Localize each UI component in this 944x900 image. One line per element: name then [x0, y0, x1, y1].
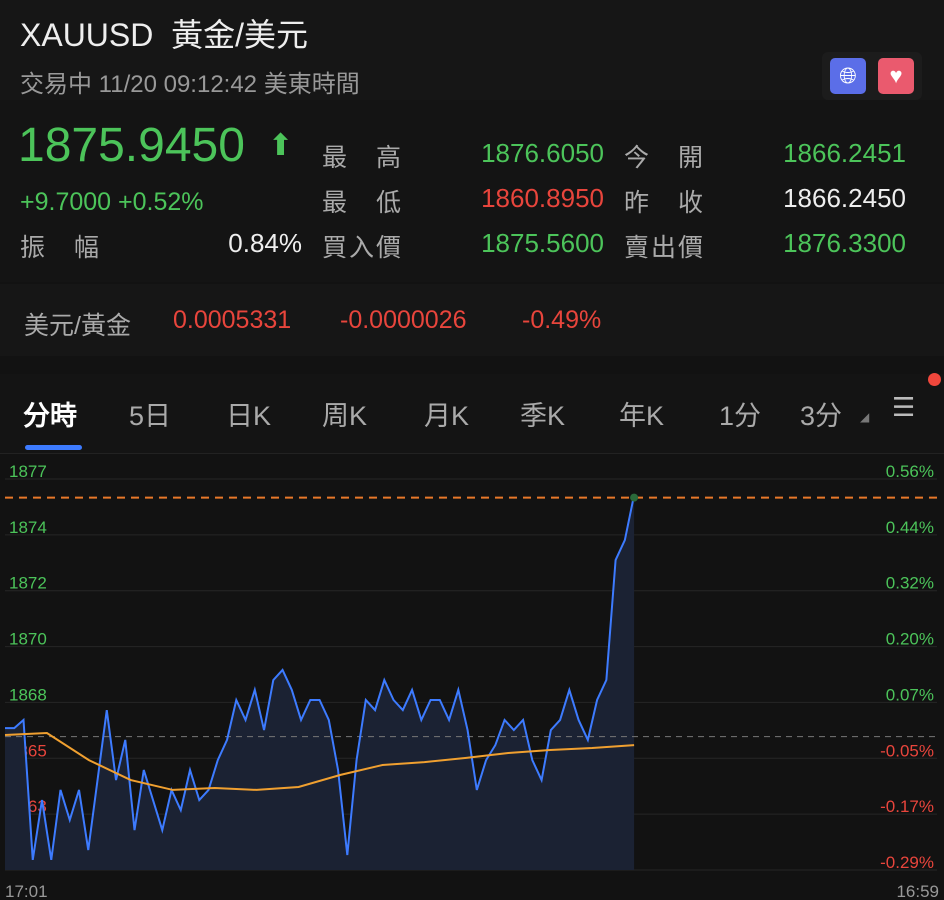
- last-price: 1875.9450: [18, 119, 245, 172]
- y-tick-label: 1870: [9, 630, 47, 649]
- open-value: 1866.2451: [783, 138, 906, 168]
- y-tick-label: 1872: [9, 574, 47, 593]
- tab-monthly[interactable]: 月K: [424, 401, 470, 431]
- heart-icon[interactable]: ♥: [878, 58, 914, 94]
- change-pct: +0.52%: [118, 188, 204, 216]
- intraday-chart: 1877 0.56% 1874 0.44% 1872 0.32% 1870 0.20% 1868…: [4, 462, 939, 900]
- x-tick-label: 16:59: [896, 882, 939, 900]
- high-value: 1876.6050: [481, 138, 604, 168]
- inverse-price: 0.0005331: [173, 306, 292, 334]
- header-actions: 🌐︎ ♥: [822, 52, 922, 100]
- price-area: [5, 495, 635, 870]
- high-label: 最 高: [322, 144, 404, 172]
- amplitude-value: 0.84%: [228, 228, 302, 258]
- pct-tick-label: 0.32%: [886, 574, 934, 593]
- globe-icon[interactable]: 🌐︎: [830, 58, 866, 94]
- tab-quarterly[interactable]: 季K: [520, 401, 566, 431]
- average-line: [4, 732, 635, 791]
- bid-value: 1875.5600: [481, 228, 604, 258]
- tab-daily[interactable]: 日K: [226, 401, 272, 431]
- price-change: +9.7000 +0.52%: [20, 188, 204, 217]
- ask-value: 1876.3300: [783, 228, 906, 258]
- inverse-change-pct: -0.49%: [522, 306, 602, 334]
- tab-yearly[interactable]: 年K: [619, 401, 665, 431]
- pct-tick-label: -0.17%: [880, 797, 934, 816]
- y-tick-label: 1868: [9, 685, 47, 704]
- prev-close-value: 1866.2450: [783, 183, 906, 213]
- active-tab-indicator: [25, 445, 82, 450]
- pct-tick-label: 0.56%: [886, 462, 934, 481]
- last-point-marker: [630, 493, 639, 502]
- x-tick-label: 17:01: [5, 882, 48, 900]
- pct-tick-label: -0.29%: [880, 853, 934, 872]
- low-label: 最 低: [322, 189, 404, 217]
- bid-label: 買入價: [322, 234, 404, 262]
- tab-weekly[interactable]: 周K: [322, 401, 368, 431]
- prev-close-label: 昨 收: [624, 189, 706, 217]
- instrument-name: 黃金/美元: [171, 17, 309, 53]
- amplitude-label: 振 幅: [20, 234, 102, 262]
- price-line: [5, 494, 636, 861]
- chart-tabs: 分時 5日 日K 周K 月K 季K 年K 1分 3分 ◢ ☰: [0, 374, 944, 454]
- notification-dot: [928, 373, 941, 386]
- arrow-up-icon: ⬆: [268, 129, 294, 162]
- tab-5day[interactable]: 5日: [129, 401, 172, 431]
- y-tick-label: 1874: [9, 518, 47, 537]
- pct-tick-label: 0.44%: [886, 518, 934, 537]
- ask-label: 賣出價: [624, 234, 706, 262]
- inverse-label: 美元/黃金: [24, 312, 131, 340]
- tab-intraday[interactable]: 分時: [23, 401, 77, 431]
- quote-panel: [0, 100, 944, 282]
- y-tick-label: 1877: [9, 462, 47, 481]
- inverse-quote: 美元/黃金 0.0005331 -0.0000026 -0.49%: [0, 284, 944, 356]
- pct-tick-label: -0.05%: [880, 741, 934, 760]
- pct-tick-label: 0.20%: [886, 630, 934, 649]
- tab-3min[interactable]: 3分: [800, 401, 843, 431]
- inverse-change: -0.0000026: [340, 306, 467, 334]
- open-label: 今 開: [624, 144, 706, 172]
- chart-settings-icon[interactable]: ☰: [892, 392, 916, 422]
- dropdown-triangle-icon[interactable]: ◢: [860, 410, 870, 424]
- low-value: 1860.8950: [481, 183, 604, 213]
- trading-status: 交易中 11/20 09:12:42 美東時間: [20, 71, 360, 98]
- change-value: +9.7000: [20, 188, 112, 216]
- tab-1min[interactable]: 1分: [719, 401, 762, 431]
- symbol: XAUUSD: [20, 17, 154, 53]
- pct-tick-label: 0.07%: [886, 685, 934, 704]
- page-title: XAUUSD 黃金/美元: [20, 10, 308, 56]
- header: [0, 0, 944, 100]
